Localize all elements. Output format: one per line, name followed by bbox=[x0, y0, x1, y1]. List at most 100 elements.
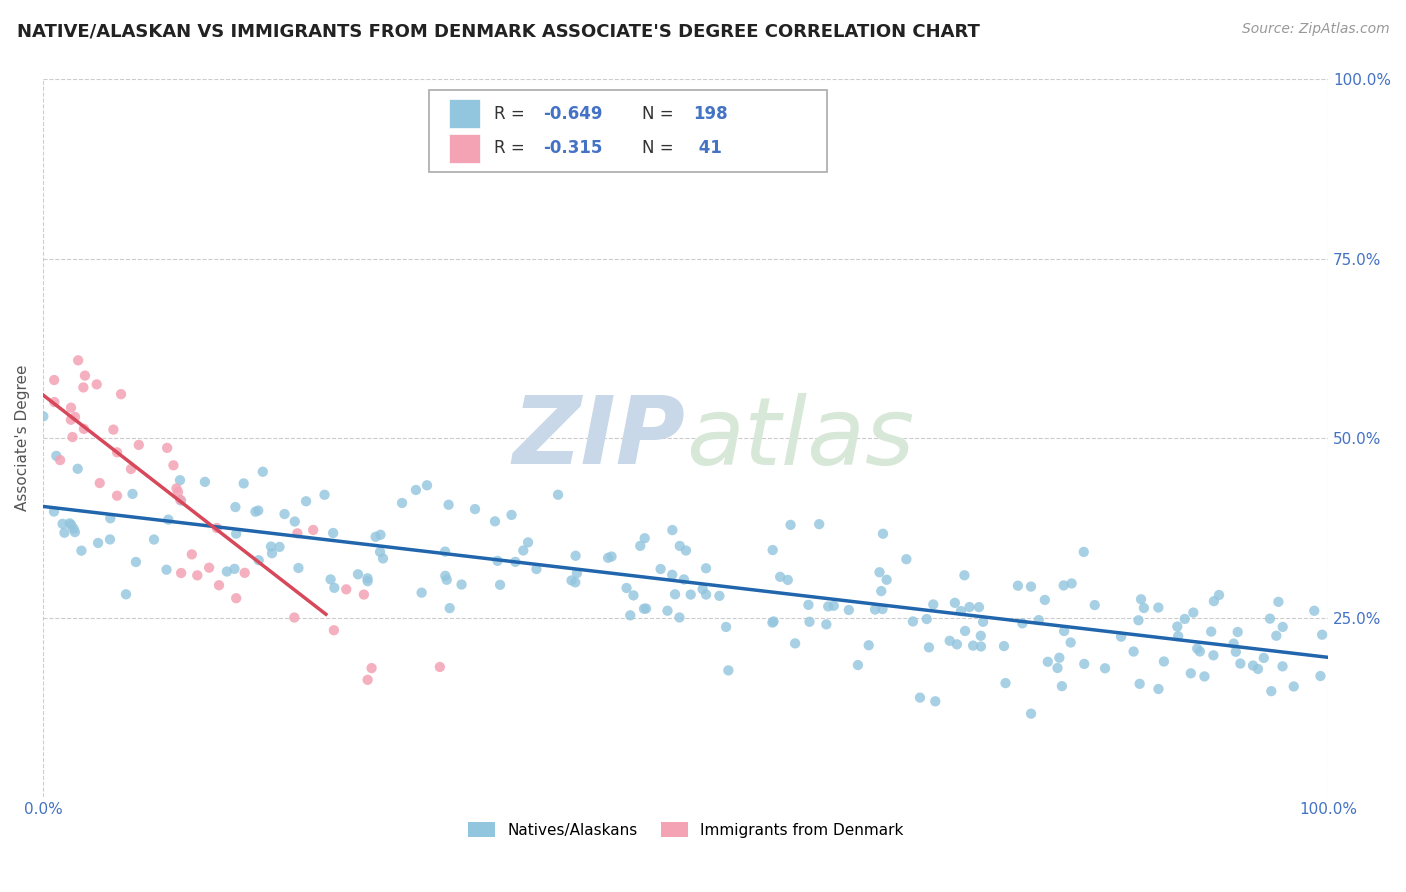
Point bbox=[672, 573, 695, 587]
Point bbox=[661, 523, 683, 537]
Point bbox=[872, 526, 894, 541]
Point bbox=[1309, 669, 1331, 683]
Point bbox=[319, 573, 342, 587]
Point bbox=[364, 530, 387, 544]
Point bbox=[616, 581, 638, 595]
Point bbox=[938, 633, 960, 648]
FancyBboxPatch shape bbox=[450, 99, 479, 128]
Point bbox=[1174, 612, 1197, 626]
Point bbox=[143, 533, 166, 547]
Point bbox=[368, 545, 391, 559]
Point bbox=[1253, 651, 1275, 665]
Point bbox=[295, 494, 318, 508]
Point bbox=[489, 578, 512, 592]
Point bbox=[353, 588, 375, 602]
Point bbox=[808, 517, 831, 532]
Text: ZIP: ZIP bbox=[513, 392, 686, 484]
Point bbox=[1202, 594, 1225, 608]
Point bbox=[169, 473, 191, 487]
Point bbox=[170, 566, 193, 580]
Point bbox=[245, 505, 267, 519]
Point bbox=[391, 496, 413, 510]
Point bbox=[1109, 630, 1132, 644]
Point bbox=[1046, 661, 1069, 675]
Text: 198: 198 bbox=[693, 104, 728, 123]
Text: R =: R = bbox=[495, 104, 530, 123]
Point bbox=[564, 575, 586, 590]
Point bbox=[505, 555, 527, 569]
Point bbox=[717, 664, 740, 678]
Point bbox=[224, 500, 246, 514]
Point bbox=[434, 569, 457, 583]
Point bbox=[186, 568, 208, 582]
Point bbox=[89, 476, 111, 491]
Text: Source: ZipAtlas.com: Source: ZipAtlas.com bbox=[1241, 22, 1389, 37]
Point bbox=[347, 567, 370, 582]
Point bbox=[1303, 604, 1326, 618]
Point bbox=[1199, 624, 1222, 639]
Point bbox=[1241, 658, 1264, 673]
Point bbox=[322, 526, 344, 541]
Point bbox=[1208, 588, 1230, 602]
Text: N =: N = bbox=[643, 104, 679, 123]
Point bbox=[598, 550, 620, 565]
Point bbox=[817, 599, 839, 614]
Point bbox=[405, 483, 427, 497]
Point bbox=[1180, 666, 1202, 681]
Point bbox=[797, 598, 820, 612]
Point bbox=[1133, 601, 1156, 615]
Point bbox=[915, 612, 938, 626]
Point bbox=[1182, 606, 1205, 620]
Point bbox=[1073, 657, 1095, 671]
Point bbox=[993, 639, 1015, 653]
Point bbox=[994, 676, 1017, 690]
Point bbox=[1147, 681, 1170, 696]
Point bbox=[128, 438, 150, 452]
Point bbox=[416, 478, 439, 492]
Point bbox=[815, 617, 838, 632]
Point bbox=[1073, 545, 1095, 559]
Point bbox=[110, 387, 132, 401]
Point bbox=[1147, 600, 1170, 615]
Point bbox=[761, 615, 783, 630]
Point bbox=[838, 603, 860, 617]
Point bbox=[1050, 679, 1073, 693]
Point bbox=[872, 602, 894, 616]
Point bbox=[1247, 662, 1270, 676]
Point bbox=[1128, 613, 1150, 627]
Point bbox=[1185, 641, 1208, 656]
Point bbox=[224, 562, 246, 576]
Point bbox=[66, 462, 89, 476]
Point bbox=[1282, 680, 1305, 694]
Point bbox=[876, 573, 898, 587]
FancyBboxPatch shape bbox=[429, 90, 827, 172]
Point bbox=[1129, 677, 1152, 691]
Point bbox=[863, 602, 886, 616]
Point bbox=[668, 539, 690, 553]
Point bbox=[799, 615, 821, 629]
Point bbox=[679, 588, 702, 602]
Point bbox=[779, 517, 801, 532]
Point bbox=[486, 554, 509, 568]
Point bbox=[464, 502, 486, 516]
Point bbox=[371, 551, 394, 566]
Point bbox=[896, 552, 918, 566]
Point bbox=[634, 601, 657, 615]
Point bbox=[269, 540, 291, 554]
Point bbox=[943, 596, 966, 610]
Point bbox=[785, 636, 807, 650]
Point bbox=[32, 409, 55, 424]
Point bbox=[73, 368, 96, 383]
Point bbox=[87, 536, 110, 550]
Point bbox=[52, 516, 75, 531]
Point bbox=[1258, 612, 1281, 626]
Point bbox=[762, 543, 785, 558]
Point bbox=[157, 513, 180, 527]
Point bbox=[121, 487, 143, 501]
Point bbox=[49, 453, 72, 467]
Point bbox=[953, 568, 976, 582]
Point bbox=[650, 562, 672, 576]
Point bbox=[284, 515, 307, 529]
Point bbox=[776, 573, 799, 587]
Point bbox=[63, 409, 86, 424]
